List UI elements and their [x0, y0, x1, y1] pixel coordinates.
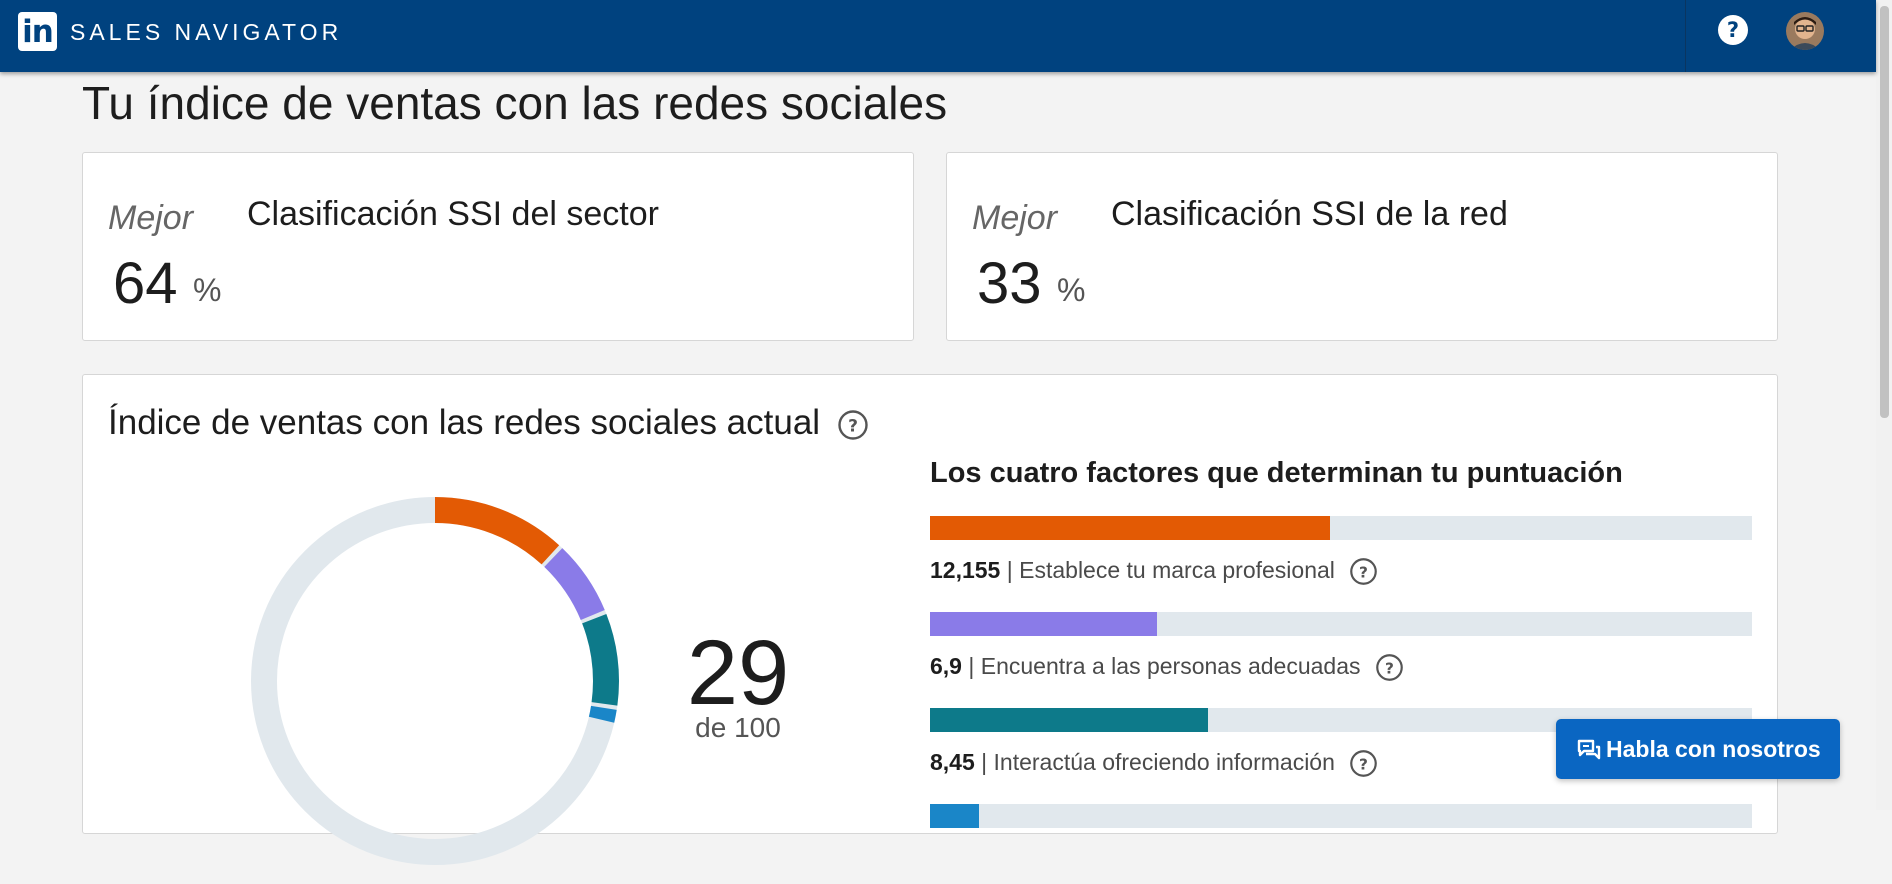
chat-button-label: Habla con nosotros	[1606, 736, 1821, 762]
ranking-better-label: Mejor	[108, 199, 194, 237]
scrollbar-thumb[interactable]	[1880, 6, 1889, 418]
factor-bar-track	[930, 804, 1752, 828]
factor-bar-fill	[930, 804, 980, 828]
factor-label: 12,155 | Establece tu marca profesional?	[930, 554, 1378, 586]
ranking-value: 64	[113, 251, 178, 316]
factor-value: 6,9	[930, 653, 962, 679]
chat-bubbles-icon	[1576, 737, 1602, 763]
ranking-title: Clasificación SSI de la red	[1111, 195, 1508, 233]
help-circle-icon[interactable]: ?	[1375, 653, 1404, 682]
factor-brand: 12,155 | Establece tu marca profesional?	[930, 516, 1752, 596]
svg-text:?: ?	[1727, 18, 1739, 42]
factor-name: Encuentra a las personas adecuadas	[980, 653, 1361, 679]
ranking-title: Clasificación SSI del sector	[247, 195, 659, 233]
ssi-score: 29	[686, 622, 790, 724]
ranking-unit: %	[1057, 272, 1086, 308]
ssi-donut-chart	[251, 497, 619, 865]
factor-bar-track	[930, 516, 1752, 540]
chat-with-us-button[interactable]: Habla con nosotros	[1556, 719, 1840, 779]
svg-text:?: ?	[848, 417, 858, 437]
factor-relationships	[930, 804, 1752, 884]
page-scrollbar[interactable]	[1876, 0, 1892, 810]
user-avatar[interactable]	[1786, 12, 1824, 50]
brand-name[interactable]: SALES NAVIGATOR	[70, 19, 343, 45]
ssi-section-title: Índice de ventas con las redes sociales …	[108, 403, 821, 442]
factor-bar-fill	[930, 708, 1208, 732]
ranking-value: 33	[977, 251, 1042, 316]
ssi-score-scale: de 100	[695, 712, 781, 743]
ranking-better-label: Mejor	[972, 199, 1058, 237]
ssi-help-icon[interactable]: ?	[837, 409, 869, 441]
help-circle-icon[interactable]: ?	[1349, 749, 1378, 778]
topbar-divider	[1685, 0, 1686, 72]
current-ssi-card: Índice de ventas con las redes sociales …	[82, 374, 1778, 865]
factor-name: Establece tu marca profesional	[1019, 557, 1335, 583]
ranking-unit: %	[193, 272, 222, 308]
svg-text:?: ?	[1385, 660, 1394, 678]
page-title: Tu índice de ventas con las redes social…	[82, 77, 948, 129]
factors-title: Los cuatro factores que determinan tu pu…	[930, 457, 1623, 489]
factor-people: 6,9 | Encuentra a las personas adecuadas…	[930, 612, 1752, 692]
help-circle-icon[interactable]: ?	[1717, 14, 1749, 46]
factor-bar-track	[930, 612, 1752, 636]
linkedin-logo-icon[interactable]: in	[18, 12, 57, 51]
network-ranking-card: Mejor 33 % Clasificación SSI de la red	[946, 152, 1778, 341]
factor-value: 12,155	[930, 557, 1001, 583]
factor-label: 8,45 | Interactúa ofreciendo información…	[930, 746, 1378, 778]
factor-bar-fill	[930, 516, 1330, 540]
svg-text:?: ?	[1359, 756, 1368, 774]
help-circle-icon[interactable]: ?	[1349, 557, 1378, 586]
svg-text:?: ?	[1359, 564, 1368, 582]
factor-label: 6,9 | Encuentra a las personas adecuadas…	[930, 650, 1404, 682]
donut-segment-0	[251, 497, 619, 865]
factor-value: 8,45	[930, 749, 975, 775]
donut-segment-2	[251, 497, 619, 865]
industry-ranking-card: Mejor 64 % Clasificación SSI del sector	[82, 152, 914, 341]
factor-bar-fill	[930, 612, 1157, 636]
top-navigation-bar: in SALES NAVIGATOR ?	[0, 0, 1876, 72]
logo-text: in	[22, 14, 54, 50]
factor-name: Interactúa ofreciendo información	[993, 749, 1335, 775]
